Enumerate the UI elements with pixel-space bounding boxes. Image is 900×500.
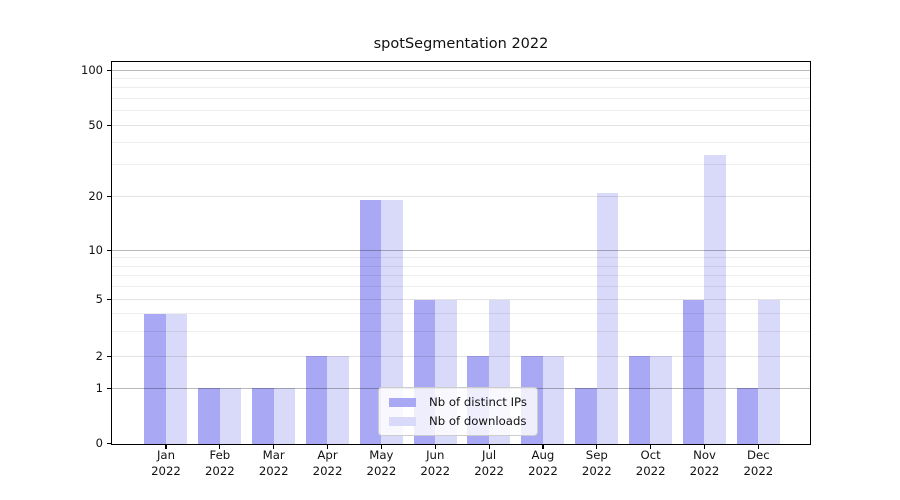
x-tick-label-aug: Aug 2022 — [528, 448, 558, 478]
gridline-y-40 — [112, 141, 810, 143]
gridline-y-9 — [112, 257, 810, 259]
x-tick-label-jun: Jun 2022 — [420, 448, 451, 478]
gridline-y-7 — [112, 275, 810, 277]
y-tick-mark-2 — [107, 355, 111, 357]
bar-sep-ips — [575, 388, 597, 444]
x-tick-mark-jan — [165, 445, 167, 449]
x-tick-label-dec: Dec 2022 — [743, 448, 774, 478]
gridline-y-3 — [112, 330, 810, 332]
gridline-y-5 — [112, 299, 810, 301]
x-tick-mark-jul — [488, 445, 490, 449]
bar-may-downloads — [381, 200, 403, 444]
y-tick-mark-100 — [107, 69, 111, 71]
x-tick-label-feb: Feb 2022 — [204, 448, 235, 478]
legend-label-ips: Nb of distinct IPs — [429, 395, 527, 409]
x-tick-mark-dec — [757, 445, 759, 449]
chart-title: spotSegmentation 2022 — [373, 36, 549, 52]
bar-may-ips — [359, 200, 382, 444]
x-tick-mark-may — [380, 445, 382, 449]
y-tick-label-20: 20 — [88, 188, 103, 203]
y-tick-label-1: 1 — [95, 380, 103, 395]
gridline-y-60 — [112, 110, 810, 112]
gridline-y-100 — [112, 69, 810, 71]
bar-apr-downloads — [327, 356, 349, 444]
gridline-y-90 — [112, 77, 810, 79]
legend-entry-downloads: Nb of downloads — [389, 414, 527, 428]
x-tick-label-jul: Jul 2022 — [474, 448, 504, 478]
legend-label-downloads: Nb of downloads — [429, 414, 527, 428]
y-tick-mark-0 — [107, 443, 111, 445]
x-tick-label-oct: Oct 2022 — [635, 448, 666, 478]
y-tick-mark-5 — [107, 299, 111, 301]
bar-mar-downloads — [273, 388, 295, 444]
y-tick-label-50: 50 — [88, 117, 103, 132]
x-tick-mark-aug — [542, 445, 544, 449]
x-tick-mark-feb — [219, 445, 221, 449]
gridline-y-80 — [112, 87, 810, 89]
bar-mar-ips — [252, 388, 274, 444]
gridline-y-70 — [112, 97, 810, 99]
y-tick-mark-50 — [107, 124, 111, 126]
bar-oct-downloads — [650, 356, 672, 444]
y-tick-label-0: 0 — [95, 436, 103, 451]
legend: Nb of distinct IPs Nb of downloads — [378, 387, 538, 436]
bar-feb-downloads — [219, 388, 242, 444]
y-tick-label-5: 5 — [95, 292, 103, 307]
x-tick-label-sep: Sep 2022 — [581, 448, 612, 478]
x-tick-label-may: May 2022 — [366, 448, 397, 478]
x-tick-mark-oct — [650, 445, 652, 449]
x-tick-label-nov: Nov 2022 — [689, 448, 720, 478]
gridline-y-2 — [112, 355, 810, 357]
legend-entry-distinct-ips: Nb of distinct IPs — [389, 395, 527, 409]
x-tick-mark-nov — [703, 445, 706, 449]
legend-swatch-ips — [389, 397, 416, 407]
bar-dec-downloads — [758, 299, 780, 444]
gridline-y-4 — [112, 312, 810, 314]
bar-aug-downloads — [542, 356, 565, 444]
bar-dec-ips — [736, 388, 759, 444]
bar-sep-downloads — [596, 192, 619, 444]
x-tick-mark-mar — [273, 445, 275, 449]
bar-nov-ips — [682, 299, 705, 444]
gridline-y-10 — [112, 249, 810, 251]
x-tick-mark-apr — [326, 445, 329, 449]
x-tick-mark-jun — [434, 445, 436, 449]
x-tick-label-mar: Mar 2022 — [258, 448, 289, 478]
y-tick-label-100: 100 — [81, 62, 103, 77]
y-tick-mark-20 — [107, 195, 111, 197]
bar-apr-ips — [305, 356, 328, 444]
y-tick-mark-10 — [107, 249, 111, 252]
bar-oct-ips — [628, 356, 651, 444]
plot-area: Nb of distinct IPs Nb of downloads — [111, 61, 811, 445]
bar-jan-downloads — [165, 313, 188, 444]
y-tick-label-10: 10 — [88, 243, 103, 258]
bar-jan-ips — [144, 313, 166, 444]
y-tick-mark-1 — [107, 387, 111, 389]
x-tick-label-jan: Jan 2022 — [151, 448, 181, 478]
gridline-y-20 — [112, 195, 810, 197]
gridline-y-8 — [112, 265, 810, 267]
x-tick-label-apr: Apr 2022 — [312, 448, 343, 478]
bar-feb-ips — [198, 388, 220, 444]
gridline-y-6 — [112, 286, 810, 288]
y-tick-label-2: 2 — [95, 348, 103, 363]
gridline-y-30 — [112, 164, 810, 166]
x-tick-mark-sep — [596, 445, 598, 449]
gridline-y-50 — [112, 124, 810, 126]
legend-swatch-downloads — [389, 416, 416, 426]
